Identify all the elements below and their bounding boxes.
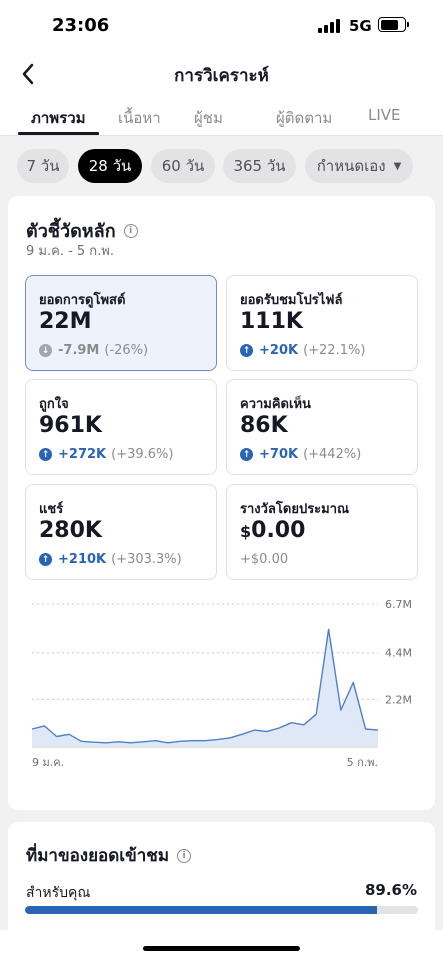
metric-change: ↑ +20K (+22.1%)	[240, 343, 365, 358]
home-indicator[interactable]	[143, 946, 300, 951]
caret-down-icon: ▼	[393, 160, 402, 172]
key-metrics-title: ตัวชี้วัดหลัก i	[26, 216, 138, 245]
arrow-up-icon: ↑	[39, 448, 52, 461]
metric-change: ↑ +70K (+442%)	[240, 447, 361, 462]
back-button[interactable]	[12, 58, 44, 90]
metric-change: ↓ -7.9M (-26%)	[39, 343, 148, 358]
tab-viewers[interactable]: ผู้ชม	[194, 109, 223, 127]
date-range-label: 9 ม.ค. - 5 ก.พ.	[26, 244, 114, 259]
metric-post-views[interactable]: ยอดการดูโพสต์ 22M ↓ -7.9M (-26%)	[25, 275, 217, 371]
metric-comments[interactable]: ความคิดเห็น 86K ↑ +70K (+442%)	[226, 379, 418, 475]
traffic-source-percent: 89.6%	[364, 881, 417, 899]
info-icon[interactable]: i	[123, 223, 138, 238]
chevron-left-icon	[22, 63, 34, 85]
metric-shares[interactable]: แชร์ 280K ↑ +210K (+303.3%)	[25, 484, 217, 580]
post-views-chart: 6.7M 4.4M 2.2M 9 ม.ค. 5 ก.พ.	[31, 598, 412, 769]
status-time: 23:06	[52, 15, 110, 36]
range-60-days[interactable]: 60 วัน	[151, 149, 215, 183]
series-line	[31, 628, 379, 744]
home-area	[0, 930, 443, 960]
date-range-selector: 7 วัน 28 วัน 60 วัน 365 วัน กำหนดเอง ▼	[0, 136, 443, 196]
traffic-source-bar	[25, 906, 418, 914]
active-tab-indicator	[18, 132, 99, 135]
app-header: การวิเคราะห์	[0, 50, 443, 98]
range-28-days[interactable]: 28 วัน	[78, 149, 142, 183]
arrow-up-icon: ↑	[240, 448, 253, 461]
metric-estimated-rewards[interactable]: รางวัลโดยประมาณ $0.00 +$0.00	[226, 484, 418, 580]
range-7-days[interactable]: 7 วัน	[17, 149, 69, 183]
arrow-up-icon: ↑	[39, 553, 52, 566]
traffic-source-card: ที่มาของยอดเข้าชม i สำหรับคุณ 89.6%	[8, 822, 435, 942]
tab-live[interactable]: LIVE	[368, 106, 401, 124]
y-tick-label: 6.7M	[385, 598, 412, 611]
x-tick-label: 9 ม.ค.	[32, 756, 64, 769]
tab-followers[interactable]: ผู้ติดตาม	[276, 109, 333, 127]
y-tick-label: 2.2M	[385, 693, 412, 706]
signal-icon	[318, 19, 340, 33]
arrow-down-icon: ↓	[39, 344, 52, 357]
traffic-source-label: สำหรับคุณ	[26, 885, 91, 901]
metric-change: ↑ +272K (+39.6%)	[39, 447, 173, 462]
traffic-source-title: ที่มาของยอดเข้าชม i	[26, 842, 192, 869]
status-bar: 23:06 5G	[0, 0, 443, 50]
range-365-days[interactable]: 365 วัน	[223, 149, 296, 183]
info-icon[interactable]: i	[177, 848, 192, 863]
range-custom-dropdown[interactable]: กำหนดเอง ▼	[305, 149, 413, 183]
metric-change: +$0.00	[240, 552, 289, 567]
key-metrics-card: ตัวชี้วัดหลัก i 9 ม.ค. - 5 ก.พ. ยอดการดู…	[8, 196, 435, 810]
metric-profile-views[interactable]: ยอดรับชมโปรไฟล์ 111K ↑ +20K (+22.1%)	[226, 275, 418, 371]
arrow-up-icon: ↑	[240, 344, 253, 357]
metric-likes[interactable]: ถูกใจ 961K ↑ +272K (+39.6%)	[25, 379, 217, 475]
network-label: 5G	[349, 17, 372, 35]
y-tick-label: 4.4M	[385, 647, 412, 660]
tab-bar: ภาพรวม เนื้อหา ผู้ชม ผู้ติดตาม LIVE	[0, 98, 443, 136]
traffic-source-bar-fill	[25, 906, 378, 914]
tab-content[interactable]: เนื้อหา	[118, 109, 161, 127]
tab-overview[interactable]: ภาพรวม	[31, 109, 86, 127]
x-tick-label: 5 ก.พ.	[347, 756, 378, 769]
metric-change: ↑ +210K (+303.3%)	[39, 552, 182, 567]
page-title: การวิเคราะห์	[174, 66, 269, 86]
battery-icon	[378, 17, 406, 32]
series-area	[32, 629, 378, 746]
